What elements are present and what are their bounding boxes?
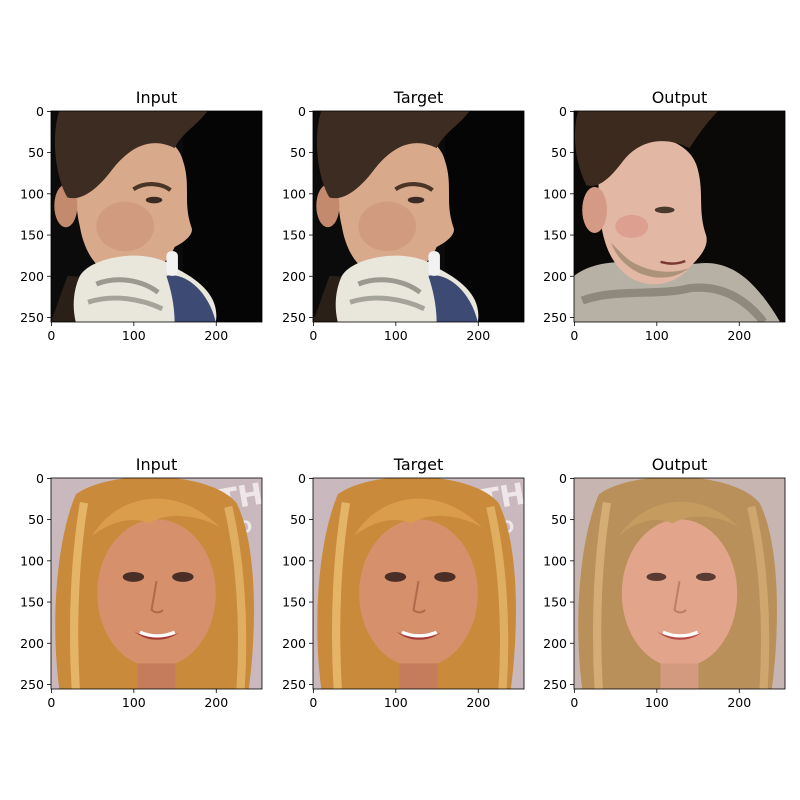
y-tick-label: 100	[20, 186, 44, 201]
panel-image	[313, 111, 524, 322]
y-tick-label: 250	[282, 677, 306, 692]
x-tick-label: 200	[466, 695, 490, 710]
x-tick-label: 0	[47, 695, 55, 710]
y-tick-label: 250	[543, 310, 567, 325]
panel-title: Output	[652, 88, 708, 107]
x-tick-label: 0	[570, 695, 578, 710]
y-tick-label: 0	[298, 471, 306, 486]
panel-image	[313, 476, 528, 689]
x-tick-label: 0	[309, 328, 317, 343]
x-tick-label: 100	[384, 328, 408, 343]
x-tick-label: 200	[204, 695, 228, 710]
x-tick-label: 200	[727, 328, 751, 343]
axes-frame	[573, 110, 786, 323]
y-tick-label: 200	[543, 636, 567, 651]
y-tick-label: 200	[20, 636, 44, 651]
y-tick-label: 100	[543, 553, 567, 568]
y-tick-label: 50	[290, 145, 306, 160]
y-tick-label: 150	[20, 228, 44, 243]
panel-title: Target	[393, 455, 444, 474]
x-tick-label: 200	[466, 328, 490, 343]
panel-title: Input	[136, 88, 177, 107]
x-tick-label: 0	[47, 328, 55, 343]
y-tick-label: 250	[282, 310, 306, 325]
y-tick-label: 100	[282, 186, 306, 201]
x-tick-label: 0	[309, 695, 317, 710]
y-tick-label: 150	[543, 228, 567, 243]
y-tick-label: 50	[551, 512, 567, 527]
y-tick-label: 150	[20, 595, 44, 610]
y-tick-label: 200	[20, 269, 44, 284]
axes-frame	[312, 110, 525, 323]
y-tick-label: 50	[551, 145, 567, 160]
x-tick-label: 100	[122, 328, 146, 343]
y-tick-label: 200	[282, 636, 306, 651]
y-tick-label: 0	[559, 471, 567, 486]
x-tick-label: 200	[727, 695, 751, 710]
panel-image	[51, 476, 266, 689]
x-tick-label: 100	[645, 695, 669, 710]
axes-frame	[573, 477, 786, 690]
y-tick-label: 150	[543, 595, 567, 610]
axes-frame	[312, 477, 525, 690]
y-tick-label: 0	[36, 471, 44, 486]
x-tick-label: 100	[645, 328, 669, 343]
y-tick-label: 50	[28, 145, 44, 160]
y-tick-label: 150	[282, 228, 306, 243]
y-tick-label: 100	[282, 553, 306, 568]
y-tick-label: 50	[28, 512, 44, 527]
y-tick-label: 100	[20, 553, 44, 568]
axes-frame	[50, 110, 263, 323]
x-tick-label: 0	[570, 328, 578, 343]
panel-title: Input	[136, 455, 177, 474]
y-tick-label: 200	[543, 269, 567, 284]
axes-frame	[50, 477, 263, 690]
x-tick-label: 100	[384, 695, 408, 710]
y-tick-label: 200	[282, 269, 306, 284]
y-tick-label: 250	[543, 677, 567, 692]
x-tick-label: 200	[204, 328, 228, 343]
y-tick-label: 0	[298, 104, 306, 119]
y-tick-label: 250	[20, 310, 44, 325]
y-tick-label: 50	[290, 512, 306, 527]
panel-title: Target	[393, 88, 444, 107]
panel-image	[574, 111, 785, 322]
panel-title: Output	[652, 455, 708, 474]
panel-image	[51, 111, 262, 322]
y-tick-label: 100	[543, 186, 567, 201]
panel-image	[574, 477, 785, 689]
y-tick-label: 0	[559, 104, 567, 119]
y-tick-label: 150	[282, 595, 306, 610]
y-tick-label: 0	[36, 104, 44, 119]
y-tick-label: 250	[20, 677, 44, 692]
x-tick-label: 100	[122, 695, 146, 710]
